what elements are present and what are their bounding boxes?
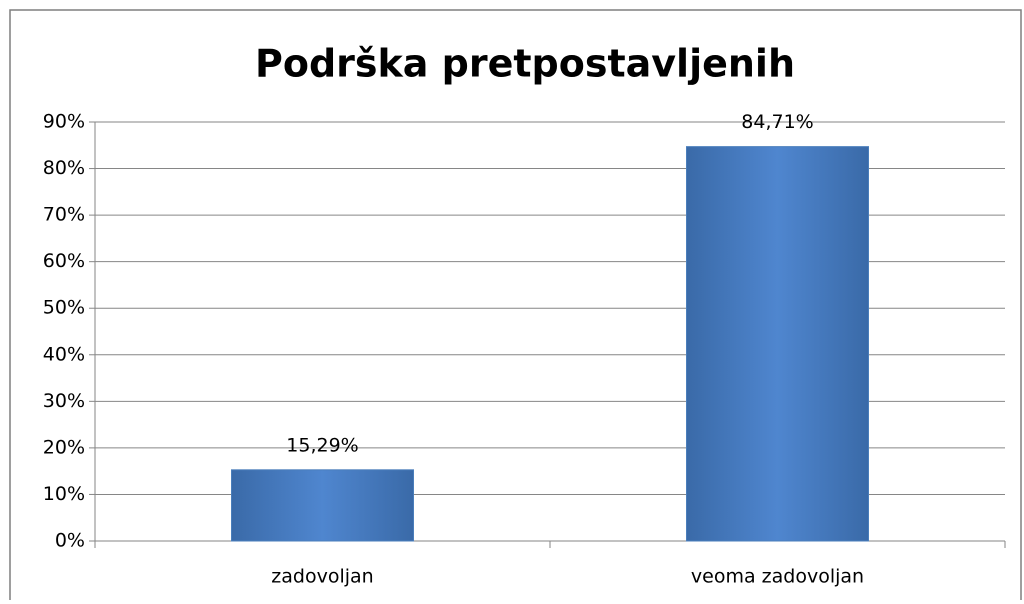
chart-title: Podrška pretpostavljenih	[255, 42, 795, 86]
y-tick-label: 30%	[43, 390, 85, 412]
x-tick-label: zadovoljan	[271, 566, 373, 588]
data-label: 84,71%	[741, 111, 813, 133]
y-tick-label: 80%	[43, 157, 85, 179]
y-tick-label: 60%	[43, 250, 85, 272]
data-label: 15,29%	[286, 434, 358, 456]
y-tick-label: 90%	[43, 111, 85, 133]
y-tick-label: 10%	[43, 483, 85, 505]
y-tick-label: 50%	[43, 297, 85, 319]
chart-frame	[9, 9, 1022, 604]
y-tick-label: 40%	[43, 343, 85, 365]
y-tick-label: 70%	[43, 204, 85, 226]
x-tick-label: veoma zadovoljan	[691, 566, 864, 588]
y-tick-label: 0%	[55, 530, 85, 552]
y-tick-label: 20%	[43, 436, 85, 458]
bar	[686, 146, 869, 542]
bar	[231, 469, 414, 542]
